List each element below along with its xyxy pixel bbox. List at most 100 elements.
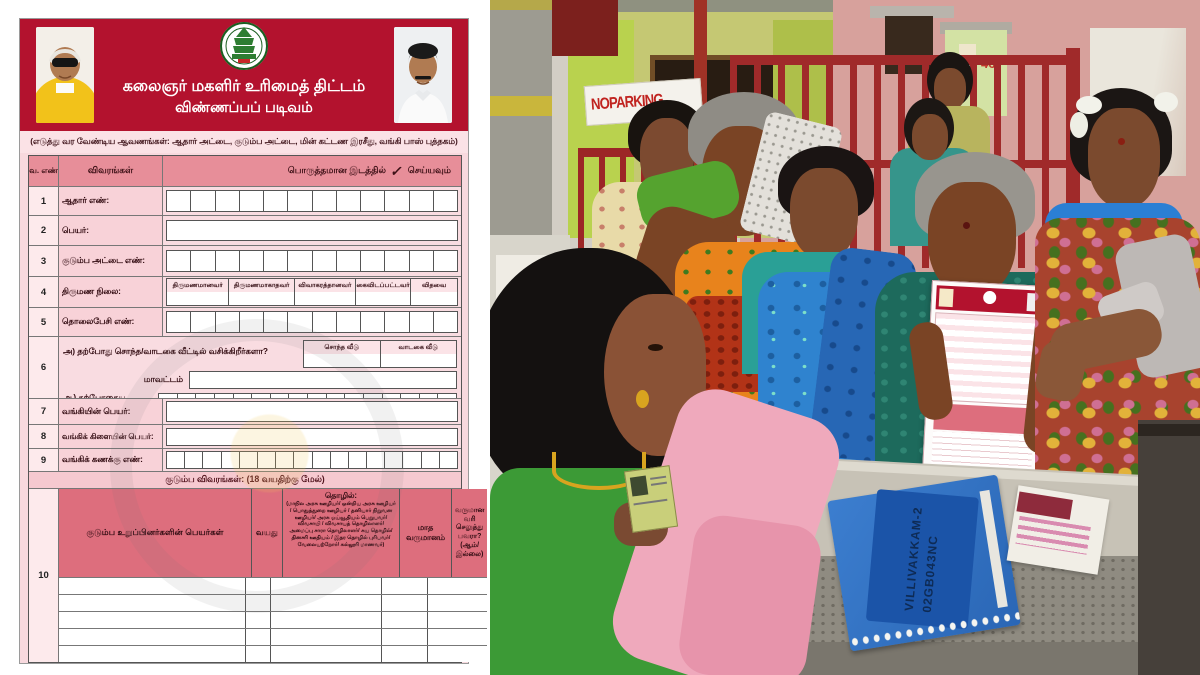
family-empty-row[interactable] (59, 594, 488, 611)
entry-box[interactable] (335, 312, 360, 332)
entry-box[interactable] (214, 191, 239, 211)
entry-box[interactable] (366, 452, 385, 468)
entry-box[interactable] (167, 191, 191, 211)
entry-box[interactable] (167, 251, 191, 271)
entry-box[interactable] (213, 394, 233, 398)
entry-box[interactable] (275, 452, 294, 468)
entry-box[interactable] (269, 394, 289, 398)
entry-box[interactable] (287, 251, 312, 271)
bank-account-boxes[interactable] (166, 451, 458, 469)
name-input-field[interactable] (166, 220, 458, 241)
entry-box[interactable] (432, 251, 457, 271)
family-empty-cell[interactable] (246, 595, 271, 611)
entry-box[interactable] (311, 251, 336, 271)
entry-box[interactable] (437, 394, 456, 398)
family-empty-row[interactable] (59, 611, 488, 628)
family-empty-cell[interactable] (59, 578, 246, 594)
entry-box[interactable] (384, 452, 403, 468)
entry-box[interactable] (287, 191, 312, 211)
family-empty-cell[interactable] (246, 646, 271, 662)
entry-box[interactable] (438, 452, 457, 468)
family-empty-cell[interactable] (271, 612, 382, 628)
entry-box[interactable] (287, 312, 312, 332)
option-unmarried-box[interactable] (228, 292, 294, 305)
entry-box[interactable] (408, 312, 433, 332)
entry-box[interactable] (408, 191, 433, 211)
family-empty-cell[interactable] (382, 595, 428, 611)
entry-box[interactable] (335, 191, 360, 211)
entry-box[interactable] (167, 452, 185, 468)
entry-box[interactable] (384, 251, 409, 271)
aadhaar-number-boxes[interactable] (166, 190, 458, 212)
entry-box[interactable] (311, 452, 330, 468)
entry-box[interactable] (263, 191, 288, 211)
entry-box[interactable] (432, 312, 457, 332)
entry-box[interactable] (344, 394, 363, 398)
family-empty-cell[interactable] (428, 578, 488, 594)
family-empty-cell[interactable] (59, 646, 246, 662)
entry-box[interactable] (190, 191, 215, 211)
own-house-box[interactable] (304, 354, 380, 367)
entry-box[interactable] (159, 394, 177, 398)
district-input-field[interactable] (189, 371, 457, 389)
entry-box[interactable] (420, 452, 439, 468)
entry-box[interactable] (311, 191, 336, 211)
entry-box[interactable] (362, 394, 382, 398)
entry-box[interactable] (347, 452, 367, 468)
family-empty-cell[interactable] (271, 578, 382, 594)
entry-box[interactable] (190, 251, 215, 271)
phone-number-boxes[interactable] (166, 311, 458, 333)
entry-box[interactable] (195, 394, 214, 398)
option-divorced-box[interactable] (293, 292, 355, 305)
entry-box[interactable] (214, 312, 239, 332)
entry-box[interactable] (325, 394, 345, 398)
family-empty-cell[interactable] (271, 646, 382, 662)
entry-box[interactable] (418, 394, 438, 398)
entry-box[interactable] (256, 452, 276, 468)
entry-box[interactable] (184, 452, 203, 468)
entry-box[interactable] (381, 394, 401, 398)
entry-box[interactable] (360, 312, 385, 332)
entry-box[interactable] (238, 191, 263, 211)
entry-box[interactable] (238, 452, 257, 468)
family-empty-cell[interactable] (428, 612, 488, 628)
entry-box[interactable] (167, 312, 191, 332)
family-empty-cell[interactable] (382, 646, 428, 662)
entry-box[interactable] (288, 394, 307, 398)
family-empty-cell[interactable] (59, 612, 246, 628)
entry-box[interactable] (202, 452, 221, 468)
bank-branch-input-field[interactable] (166, 427, 458, 446)
entry-box[interactable] (263, 251, 288, 271)
bank-name-input-field[interactable] (166, 401, 458, 422)
family-empty-cell[interactable] (246, 612, 271, 628)
entry-box[interactable] (360, 191, 385, 211)
option-married-box[interactable] (167, 292, 229, 305)
family-empty-cell[interactable] (382, 629, 428, 645)
family-empty-cell[interactable] (382, 578, 428, 594)
entry-box[interactable] (238, 312, 263, 332)
entry-box[interactable] (293, 452, 312, 468)
entry-box[interactable] (190, 312, 215, 332)
entry-box[interactable] (384, 191, 409, 211)
family-empty-row[interactable] (59, 645, 488, 662)
family-empty-cell[interactable] (428, 595, 488, 611)
entry-box[interactable] (329, 452, 348, 468)
entry-box[interactable] (335, 251, 360, 271)
family-empty-cell[interactable] (382, 612, 428, 628)
entry-box[interactable] (263, 312, 288, 332)
entry-box[interactable] (251, 394, 270, 398)
entry-box[interactable] (232, 394, 252, 398)
eb-number-boxes[interactable] (158, 393, 457, 398)
family-empty-cell[interactable] (246, 578, 271, 594)
family-empty-cell[interactable] (428, 629, 488, 645)
family-empty-row[interactable] (59, 577, 488, 594)
family-empty-cell[interactable] (246, 629, 271, 645)
entry-box[interactable] (384, 312, 409, 332)
entry-box[interactable] (220, 452, 239, 468)
entry-box[interactable] (408, 251, 433, 271)
family-empty-row[interactable] (59, 628, 488, 645)
family-card-number-boxes[interactable] (166, 250, 458, 272)
family-empty-cell[interactable] (59, 595, 246, 611)
entry-box[interactable] (311, 312, 336, 332)
entry-box[interactable] (176, 394, 196, 398)
